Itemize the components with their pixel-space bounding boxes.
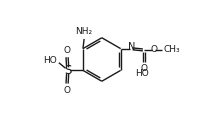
Text: O: O [63,86,71,95]
Text: NH₂: NH₂ [76,27,93,36]
Text: N: N [128,42,135,52]
Text: O: O [63,46,71,55]
Text: HO: HO [135,69,149,78]
Text: CH₃: CH₃ [164,45,180,54]
Text: S: S [64,64,71,77]
Text: O: O [140,64,147,73]
Text: O: O [150,45,157,54]
Text: HO: HO [43,56,57,65]
